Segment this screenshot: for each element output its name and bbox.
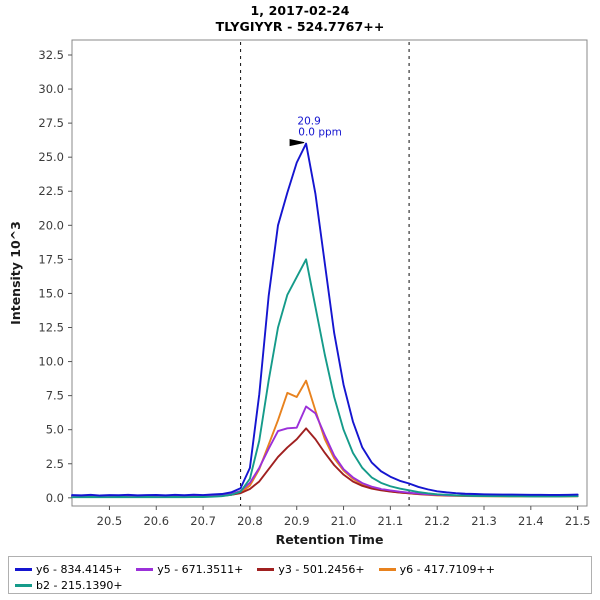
y-axis-title: Intensity 10^3: [8, 221, 23, 325]
apex-rt-label: 20.9: [297, 116, 320, 128]
y-axis-tick-label: 20.0: [38, 218, 64, 232]
x-axis-tick-label: 21.4: [518, 514, 544, 528]
y-axis-tick-label: 17.5: [38, 252, 64, 266]
legend-item-label: b2 - 215.1390+: [36, 578, 123, 592]
legend-swatch-icon: [136, 567, 154, 571]
y-axis-tick-label: 27.5: [38, 116, 64, 130]
legend-item-label: y6 - 834.4145+: [36, 562, 123, 576]
legend-item-label: y6 - 417.7109++: [399, 562, 495, 576]
series-line: [71, 258, 579, 499]
x-axis-title: Retention Time: [276, 532, 384, 547]
chart-title-line-1: 1, 2017-02-24: [250, 3, 350, 18]
y-axis-tick-label: 32.5: [38, 48, 64, 62]
x-axis-tick-label: 21.2: [424, 514, 450, 528]
x-axis-tick-label: 21.1: [378, 514, 404, 528]
x-axis-tick-label: 21.5: [565, 514, 591, 528]
legend-item[interactable]: y5 - 671.3511+: [136, 563, 243, 576]
legend-item[interactable]: y3 - 501.2456+: [257, 562, 365, 576]
x-axis-tick-label: 20.6: [143, 514, 169, 528]
x-axis-tick-label: 20.5: [97, 514, 123, 528]
legend: y6 - 834.4145+ y5 - 671.3511+ y3 - 501.245…: [8, 556, 592, 594]
x-axis-tick-label: 20.8: [237, 514, 263, 528]
legend-item[interactable]: y6 - 417.7109++: [378, 562, 495, 576]
x-axis-tick-label: 20.9: [284, 514, 310, 528]
y-axis-tick-label: 25.0: [38, 150, 64, 164]
legend-item[interactable]: b2 - 215.1390+: [15, 579, 123, 592]
plot-area-frame: [71, 39, 588, 507]
y-axis-tick-label: 22.5: [38, 184, 64, 198]
x-axis-tick-label: 21.0: [331, 514, 357, 528]
legend-swatch-icon: [257, 567, 275, 571]
y-axis-tick-label: 7.5: [46, 389, 64, 403]
legend-swatch-icon: [15, 567, 32, 571]
y-axis-tick-label: 15.0: [38, 286, 64, 300]
legend-row-primary: y6 - 834.4145+ y5 - 671.3511+ y3 - 501.245…: [15, 561, 585, 577]
chart-title-line-2: TLYGIYYR - 524.7767++: [215, 19, 385, 34]
legend-item[interactable]: y6 - 834.4145+: [15, 563, 122, 576]
x-axis-tick-label: 20.7: [190, 514, 216, 528]
y-axis-tick-label: 12.5: [38, 321, 64, 335]
legend-swatch-icon: [378, 567, 396, 571]
y-axis-tick-label: 30.0: [38, 82, 64, 96]
series-line: [71, 142, 579, 497]
chart-title: 1, 2017-02-24 TLYGIYYR - 524.7767++: [0, 3, 600, 35]
y-axis-tick-label: 2.5: [46, 457, 64, 471]
legend-item-label: y3 - 501.2456+: [278, 562, 365, 576]
y-axis-tick-label: 5.0: [46, 423, 64, 437]
x-axis-tick-label: 21.3: [471, 514, 497, 528]
legend-item-label: y5 - 671.3511+: [157, 562, 244, 576]
legend-swatch-icon: [15, 583, 32, 587]
legend-row-secondary: b2 - 215.1390+: [15, 577, 585, 593]
apex-marker-arrow-icon: [289, 138, 305, 147]
y-axis-tick-label: 0.0: [46, 491, 64, 505]
apex-ppm-label: 0.0 ppm: [298, 127, 342, 139]
y-axis-tick-label: 10.0: [38, 355, 64, 369]
